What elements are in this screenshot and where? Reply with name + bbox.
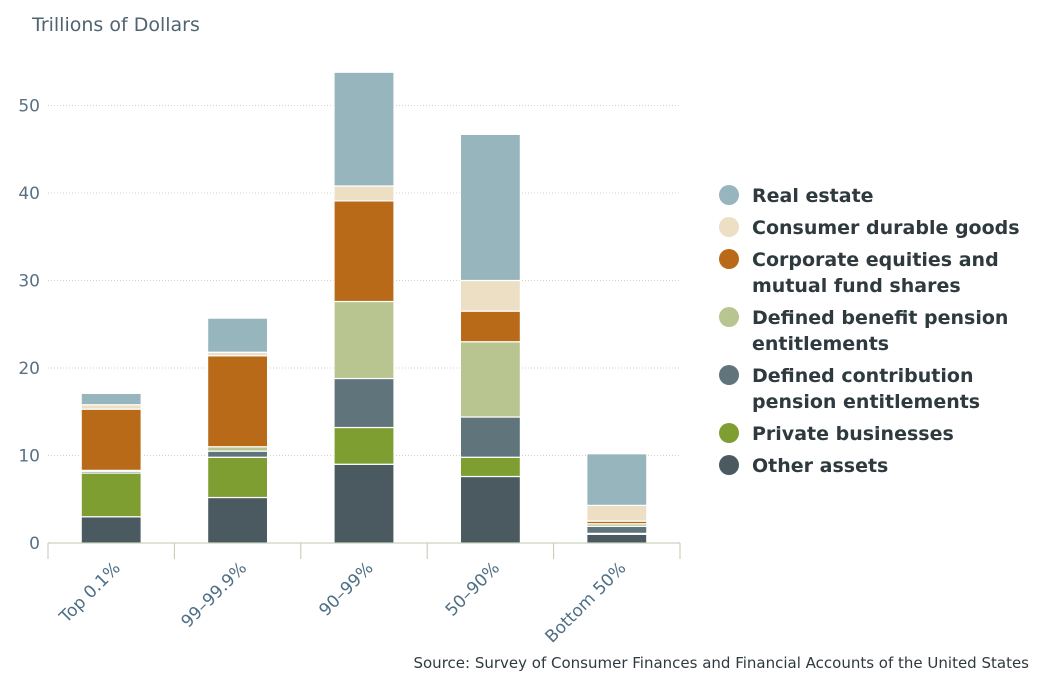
y-axis-title: Trillions of Dollars — [31, 14, 200, 36]
legend-swatch — [719, 455, 739, 475]
y-tick-label: 30 — [18, 272, 40, 292]
bar-stack — [586, 453, 648, 544]
bar-segment — [333, 200, 395, 303]
bar-segment — [459, 279, 521, 312]
legend-label: pension entitlements — [752, 391, 980, 413]
bars — [80, 71, 648, 544]
bar-segment — [459, 475, 521, 544]
y-tick-label: 40 — [18, 184, 40, 204]
bar-segment — [207, 355, 269, 448]
y-tick-label: 20 — [18, 359, 40, 379]
legend-swatch — [719, 365, 739, 385]
legend: Real estate Consumer durable goods Corpora… — [719, 185, 1020, 477]
legend-label: Other assets — [752, 455, 888, 477]
legend-swatch — [719, 423, 739, 443]
legend-item: Defined benefit pension entitlements — [719, 307, 1008, 355]
bar-segment — [333, 300, 395, 380]
bar-segment — [459, 416, 521, 458]
legend-item: Defined contribution pension entitlements — [719, 365, 980, 413]
bar-segment — [207, 317, 269, 353]
bar-segment — [80, 408, 142, 471]
legend-label: Defined contribution — [752, 365, 973, 387]
bar-segment — [80, 472, 142, 518]
bar-segment — [207, 496, 269, 544]
legend-item: Real estate — [719, 185, 874, 207]
legend-item: Consumer durable goods — [719, 217, 1020, 239]
source-note: Source: Survey of Consumer Finances and … — [413, 654, 1029, 672]
bar-segment — [80, 516, 142, 544]
legend-swatch — [719, 249, 739, 269]
y-tick-label: 0 — [29, 534, 40, 554]
bar-stack — [333, 71, 395, 544]
x-tick-label: Bottom 50% — [542, 558, 631, 647]
legend-label: Real estate — [752, 185, 874, 207]
legend-label: Defined benefit pension — [752, 307, 1008, 329]
legend-swatch — [719, 307, 739, 327]
legend-label: Consumer durable goods — [752, 217, 1020, 239]
bar-segment — [207, 456, 269, 499]
bar-segment — [333, 463, 395, 544]
bar-segment — [80, 392, 142, 406]
bar-segment — [80, 404, 142, 410]
bar-stack — [207, 317, 269, 544]
legend-label: Private businesses — [752, 423, 954, 445]
y-tick-label: 50 — [18, 97, 40, 117]
x-tick-label: 50–90% — [442, 558, 504, 620]
x-tick-label: Top 0.1% — [55, 558, 124, 627]
bar-segment — [333, 377, 395, 429]
bar-segment — [333, 426, 395, 465]
bar-stack — [459, 133, 521, 544]
bar-segment — [207, 446, 269, 452]
legend-label: entitlements — [752, 333, 889, 355]
legend-label: mutual fund shares — [752, 275, 961, 297]
bar-segment — [586, 453, 648, 506]
bar-segment — [459, 310, 521, 343]
bar-segment — [459, 133, 521, 282]
legend-item: Private businesses — [719, 423, 954, 445]
bar-segment — [333, 185, 395, 202]
bar-segment — [333, 71, 395, 187]
legend-item: Other assets — [719, 455, 888, 477]
bar-segment — [586, 525, 648, 534]
legend-swatch — [719, 217, 739, 237]
bar-segment — [586, 504, 648, 522]
bar-segment — [586, 533, 648, 544]
x-tick-label: 99–99.9% — [177, 558, 251, 632]
bar-segment — [459, 456, 521, 478]
legend-item: Corporate equities and mutual fund shares — [719, 249, 999, 297]
legend-swatch — [719, 185, 739, 205]
x-tick-label: 90–99% — [315, 558, 377, 620]
bar-segment — [459, 341, 521, 418]
y-tick-label: 10 — [18, 447, 40, 467]
legend-label: Corporate equities and — [752, 249, 999, 271]
bar-segment — [207, 450, 269, 458]
bar-stack — [80, 392, 142, 544]
